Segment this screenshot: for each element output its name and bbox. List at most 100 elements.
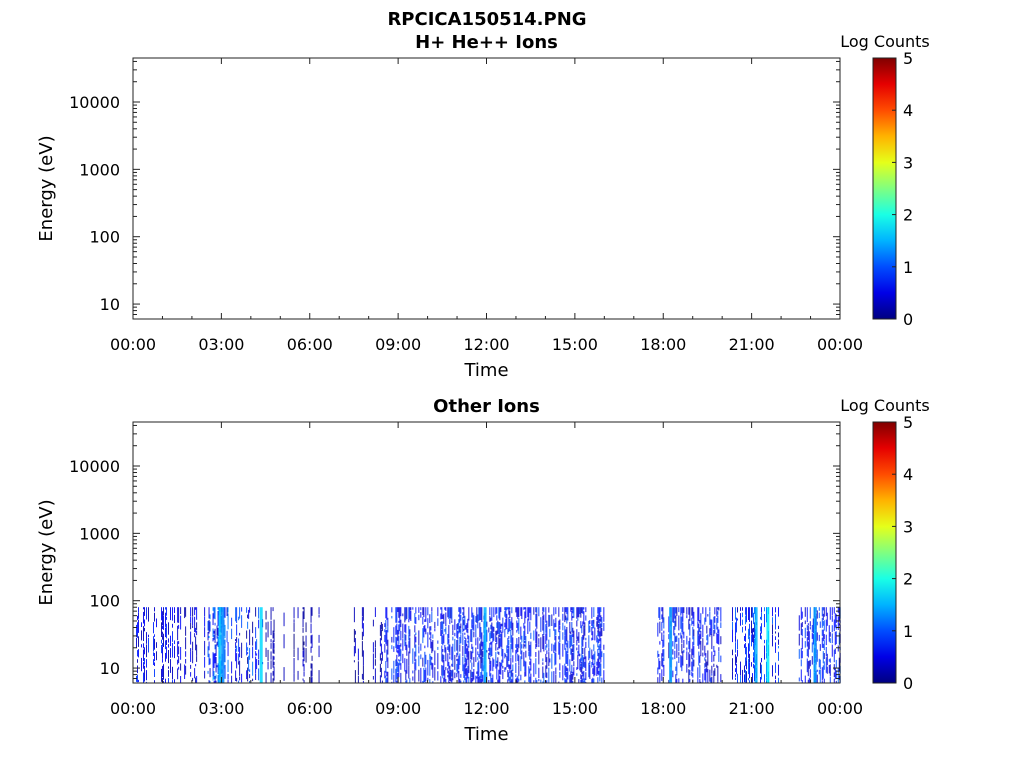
spectrogram-cell	[362, 607, 364, 621]
spectrogram-cell	[470, 659, 472, 663]
spectrogram-cell	[405, 634, 407, 641]
y-tick-label: 1000	[79, 524, 120, 543]
spectrogram-cell	[495, 663, 497, 669]
spectrogram-cell	[213, 681, 215, 683]
spectrogram-cell	[551, 653, 553, 669]
spectrogram-cell	[172, 631, 173, 642]
spectrogram-cell	[491, 678, 493, 683]
spectrogram-cell	[675, 666, 677, 671]
spectrogram-cell	[579, 659, 581, 671]
spectrogram-cell	[713, 616, 715, 629]
spectrogram-cell	[241, 607, 243, 612]
spectrogram-cell	[720, 607, 722, 622]
spectrogram-cell	[818, 607, 820, 611]
spectrogram-cell	[529, 661, 531, 665]
spectrogram-cell	[580, 621, 582, 629]
spectrogram-cell	[427, 632, 429, 648]
spectrogram-cell	[473, 631, 475, 638]
colorbar-tick-label: 4	[903, 465, 913, 484]
spectrogram-cell	[746, 660, 747, 670]
spectrogram-cell	[137, 615, 138, 621]
spectrogram-cell	[668, 634, 670, 640]
spectrogram-cell	[751, 607, 752, 618]
spectrogram-cell	[809, 621, 811, 627]
spectrogram-cell	[231, 628, 233, 640]
spectrogram-cell	[398, 659, 400, 662]
spectrogram-cell	[596, 635, 598, 643]
spectrogram-cell	[686, 647, 688, 651]
spectrogram-cell	[658, 654, 660, 657]
spectrogram-cell	[464, 640, 466, 655]
spectrogram-cell	[675, 636, 677, 643]
spectrogram-cell	[506, 607, 508, 611]
spectrogram-cell	[525, 661, 527, 677]
spectrogram-cell	[555, 617, 557, 628]
spectrogram-cell	[402, 653, 404, 664]
spectrogram-cell	[386, 607, 388, 620]
spectrogram-cell	[571, 634, 573, 646]
spectrogram-cell	[662, 649, 664, 657]
spectrogram-cell	[571, 664, 573, 674]
spectrogram-cell	[214, 628, 216, 643]
spectrogram-cell	[448, 670, 450, 680]
spectrogram-cell	[209, 658, 211, 665]
spectrogram-cell	[208, 607, 210, 619]
spectrogram-cell	[705, 653, 707, 658]
spectrogram-cell	[504, 652, 506, 659]
spectrogram-cell	[601, 628, 603, 637]
spectrogram-cell	[190, 648, 192, 652]
spectrogram-cell	[498, 607, 500, 619]
spectrogram-cell	[235, 607, 237, 622]
spectrogram-cell	[465, 657, 467, 668]
spectrogram-cell	[778, 651, 779, 661]
spectrogram-cell	[471, 628, 473, 643]
spectrogram-cell	[704, 645, 706, 656]
spectrogram-cell	[448, 607, 450, 619]
spectrogram-cell	[702, 607, 704, 614]
spectrogram-cell	[507, 670, 509, 678]
spectrogram-cell	[706, 661, 708, 673]
spectrogram-cell	[571, 648, 573, 662]
spectrogram-cell	[400, 631, 402, 641]
spectrogram-cell	[216, 625, 218, 636]
spectrogram-cell	[518, 678, 520, 682]
spectrogram-cell	[524, 671, 526, 677]
spectrogram-cell	[506, 613, 508, 629]
spectrogram-cell	[178, 607, 180, 623]
spectrogram-cell	[714, 668, 716, 676]
spectrogram-cell	[699, 620, 701, 624]
spectrogram-cell	[570, 634, 572, 648]
spectrogram-cell	[816, 610, 818, 619]
spectrogram-cell	[732, 649, 733, 656]
spectrogram-cell	[593, 653, 595, 660]
spectrogram-cell	[761, 607, 762, 613]
spectrogram-cell	[467, 618, 469, 629]
spectrogram-cell	[267, 661, 269, 670]
colorbar-tick-label: 3	[903, 153, 913, 172]
spectrogram-cell	[239, 676, 241, 681]
spectrogram-cell	[523, 622, 525, 629]
spectrogram-cell	[247, 647, 249, 651]
spectrogram-cell	[597, 658, 599, 675]
spectrogram-cell	[535, 658, 537, 675]
spectrogram-cell	[823, 634, 825, 640]
spectrogram-cell	[479, 643, 481, 659]
spectrogram-cell	[585, 641, 587, 648]
spectrogram-cell	[811, 656, 813, 665]
spectrogram-cell	[804, 675, 806, 683]
spectrogram-cell	[555, 629, 557, 636]
spectrogram-cell	[235, 670, 237, 681]
spectrogram-cell	[675, 674, 677, 683]
spectrogram-cell	[588, 662, 590, 678]
spectrogram-cell	[478, 654, 480, 658]
spectrogram-cell	[540, 679, 542, 683]
spectrogram-cell	[818, 634, 820, 642]
spectrogram-cell	[235, 639, 237, 642]
spectrogram-cell	[442, 635, 444, 646]
spectrogram-cell	[806, 631, 808, 637]
spectrogram-cell	[318, 670, 320, 683]
spectrogram-cell	[709, 669, 711, 682]
spectrogram-cell	[162, 625, 163, 630]
spectrogram-cell	[146, 681, 147, 683]
spectrogram-cell	[380, 643, 382, 655]
